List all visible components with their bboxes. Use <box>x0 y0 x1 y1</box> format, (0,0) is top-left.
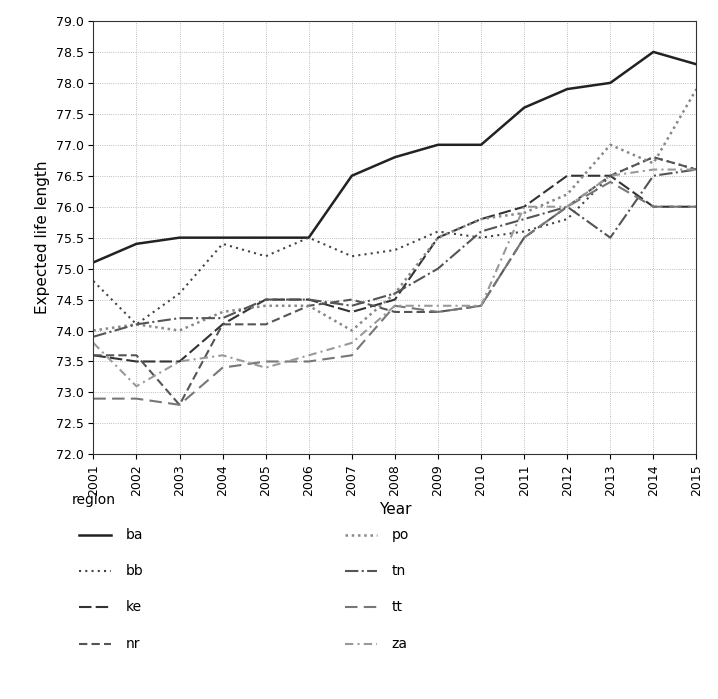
Text: ke: ke <box>126 600 141 614</box>
Text: ba: ba <box>126 528 143 542</box>
Text: tt: tt <box>391 600 402 614</box>
Text: bb: bb <box>126 564 144 578</box>
Text: nr: nr <box>126 637 140 651</box>
Text: tn: tn <box>391 564 406 578</box>
Text: region: region <box>72 493 116 507</box>
X-axis label: Year: Year <box>378 501 411 517</box>
Text: za: za <box>391 637 407 651</box>
Y-axis label: Expected life length: Expected life length <box>35 161 50 315</box>
Text: po: po <box>391 528 409 542</box>
